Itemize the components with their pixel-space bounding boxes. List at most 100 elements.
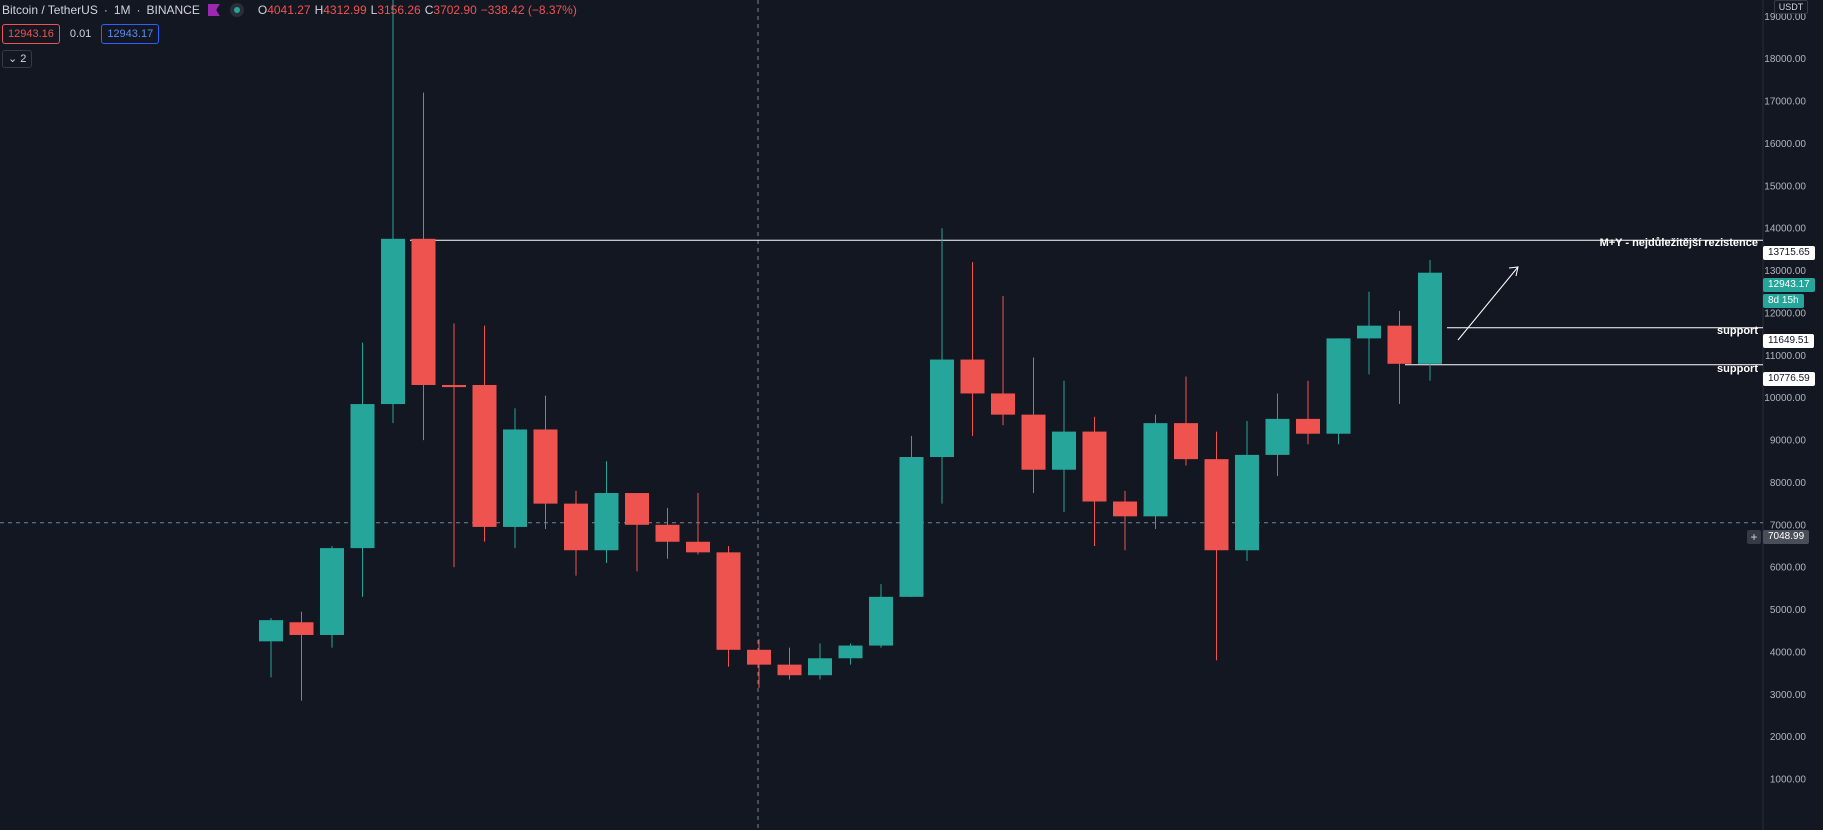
candle-body (655, 524, 680, 542)
support-line-label-2: support (1717, 363, 1758, 375)
axis-tick-label: 6000.00 (1770, 563, 1807, 574)
candle (411, 92, 436, 441)
candle (381, 0, 405, 424)
candle (747, 639, 771, 688)
candle-body (472, 384, 497, 527)
candle (655, 507, 680, 559)
close-label: C (424, 3, 434, 17)
candle (1052, 380, 1076, 513)
candle-body (1296, 418, 1320, 434)
candle (320, 545, 344, 648)
candle-body (1143, 423, 1168, 517)
candle (1418, 259, 1442, 381)
candle (1082, 416, 1107, 546)
candle (350, 342, 375, 597)
axis-tick-label: 10000.00 (1764, 393, 1806, 404)
candle (777, 647, 802, 680)
candle-body (625, 493, 649, 525)
candle (869, 584, 893, 648)
sell-price-button[interactable]: 12943.16 (2, 24, 60, 44)
candle-body (838, 645, 863, 659)
candle-body (564, 503, 588, 551)
candle-body (716, 552, 741, 650)
candle (503, 408, 527, 549)
candle (960, 262, 985, 436)
candle-body (1082, 431, 1107, 502)
axis-tick-label: 1000.00 (1770, 775, 1807, 786)
high-label: H (314, 3, 324, 17)
candle-body (1387, 325, 1412, 364)
candle-body (747, 649, 771, 665)
candle (1021, 357, 1046, 494)
candle (1113, 490, 1137, 551)
indicators-toggle-button[interactable]: ⌄ 2 (2, 50, 33, 68)
candle-body (1113, 501, 1137, 517)
candle-body (259, 620, 283, 642)
currency-badge[interactable]: USDT (1774, 0, 1808, 14)
candle-body (777, 664, 802, 676)
candle (442, 323, 466, 568)
candle (686, 493, 710, 555)
candle (533, 395, 558, 530)
candle (259, 618, 283, 678)
axis-tick-label: 8000.00 (1770, 478, 1807, 489)
trend-arrow (1457, 266, 1519, 341)
candle (1357, 291, 1381, 375)
symbol-legend: Bitcoin / TetherUS · 1M · BINANCE O 4041.… (2, 3, 577, 17)
axis-tick-label: 12000.00 (1764, 308, 1806, 319)
buy-price-button[interactable]: 12943.17 (101, 24, 160, 44)
bar-countdown-tag: 8d 15h (1763, 294, 1804, 308)
candle-body (289, 622, 314, 635)
axis-tick-label: 18000.00 (1764, 54, 1806, 65)
crosshair (0, 0, 1763, 830)
market-status-icon[interactable] (229, 3, 244, 17)
candle-body (991, 393, 1015, 415)
add-alert-plus-icon[interactable]: + (1747, 530, 1761, 544)
axis-tick-label: 9000.00 (1770, 436, 1807, 447)
support-price-tag-2: 10776.59 (1763, 372, 1815, 386)
candle-body (503, 429, 527, 527)
candle-body (930, 359, 954, 458)
support-line-label-1: support (1717, 325, 1758, 337)
high-value: 4312.99 (323, 3, 367, 17)
resistance-price-tag: 13715.65 (1763, 246, 1815, 260)
candle (899, 435, 924, 597)
interval[interactable]: 1M (113, 3, 131, 17)
last-price-tag: 12943.17 (1763, 278, 1815, 292)
candle-body (320, 548, 344, 635)
crosshair-price-tag: 7048.99 (1763, 530, 1810, 544)
candle (1296, 380, 1320, 445)
candle-body (381, 238, 405, 405)
flag-icon[interactable] (207, 4, 220, 16)
chevron-down-icon: ⌄ (8, 53, 18, 65)
axis-tick-label: 14000.00 (1764, 224, 1806, 235)
change-value: −338.42 (−8.37%) (480, 3, 577, 17)
candle-body (1052, 431, 1076, 470)
candle (930, 228, 954, 504)
axis-tick-label: 3000.00 (1770, 690, 1807, 701)
candle (838, 643, 863, 665)
axis-tick-label: 7000.00 (1770, 520, 1807, 531)
axis-tick-label: 17000.00 (1764, 97, 1806, 108)
symbol-name[interactable]: Bitcoin / TetherUS (2, 3, 98, 17)
horizontal-lines (410, 239, 1763, 366)
candle (594, 461, 619, 563)
candle (564, 490, 588, 576)
candle-body (899, 457, 924, 597)
candle-body (1021, 414, 1046, 470)
axis-tick-label: 4000.00 (1770, 647, 1807, 658)
candle (716, 545, 741, 667)
candle-body (869, 596, 893, 646)
candle-body (1357, 325, 1381, 339)
candle-body (594, 493, 619, 551)
axis-tick-label: 19000.00 (1764, 12, 1806, 23)
candle-body (960, 359, 985, 394)
candle (1174, 376, 1198, 466)
candle (808, 643, 832, 680)
candle-body (350, 404, 375, 549)
candle-body (1418, 272, 1442, 364)
candle-body (1204, 459, 1229, 551)
candle-body (533, 429, 558, 504)
candle (289, 611, 314, 701)
